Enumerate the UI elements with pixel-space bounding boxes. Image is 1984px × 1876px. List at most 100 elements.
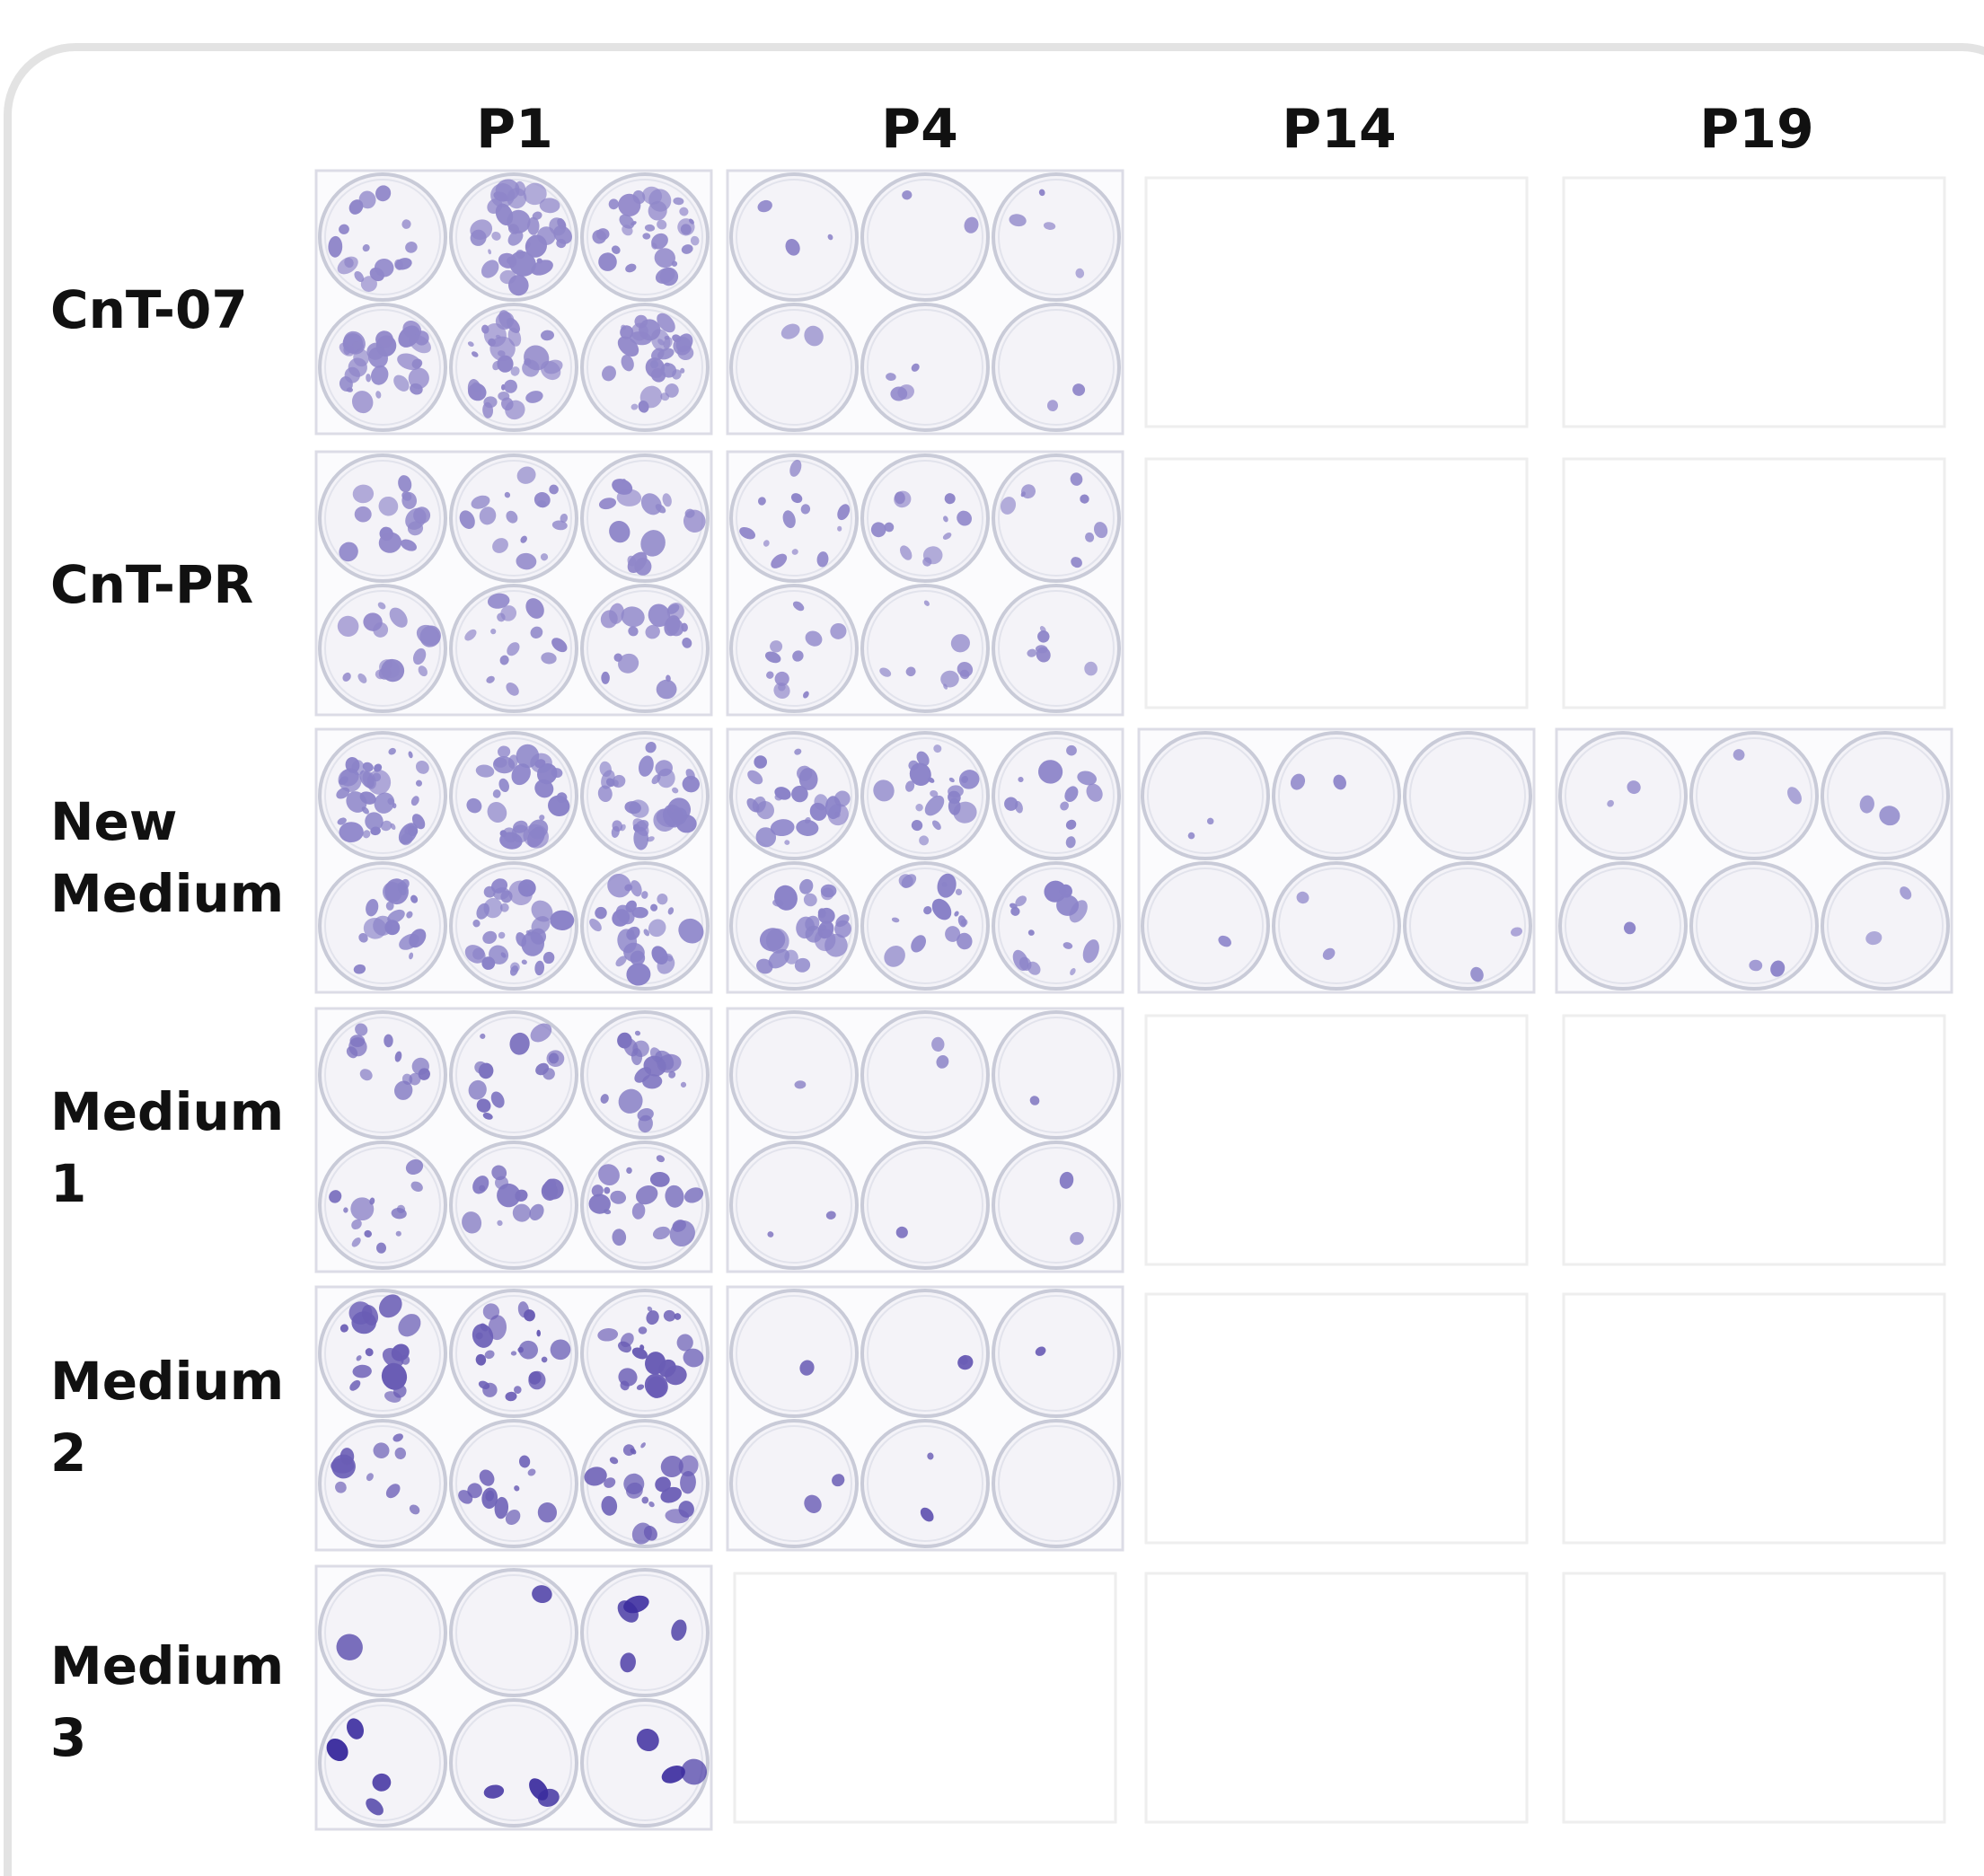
colony [616, 489, 642, 506]
colony [1333, 774, 1346, 790]
colony [354, 506, 372, 523]
colony [814, 929, 836, 952]
colony [804, 325, 824, 347]
colony [955, 888, 963, 895]
colony [680, 1471, 696, 1494]
colony [497, 1220, 503, 1227]
colony [472, 920, 481, 928]
colony [672, 787, 679, 794]
colony [378, 496, 399, 516]
colony [794, 1080, 807, 1089]
colony [668, 1070, 676, 1079]
colony [655, 1476, 671, 1493]
colony [479, 1469, 495, 1486]
colony [475, 764, 495, 778]
colony [654, 248, 675, 269]
colony [515, 1189, 528, 1202]
well-rim [586, 1147, 703, 1264]
colony [550, 910, 575, 931]
well-rim [736, 590, 852, 707]
colony [509, 965, 519, 976]
colony [617, 1032, 632, 1049]
colony [618, 1341, 631, 1353]
well-rim [1696, 737, 1812, 854]
colony [1770, 960, 1786, 977]
well-rim [455, 460, 572, 577]
well-rim [736, 309, 852, 426]
colony [613, 653, 622, 662]
colony [498, 745, 511, 758]
colony [646, 1310, 659, 1326]
well-rim [1278, 737, 1395, 854]
colony [1066, 744, 1077, 756]
colony [608, 198, 619, 210]
colony [476, 903, 489, 920]
colony [389, 607, 408, 628]
colony [549, 484, 559, 495]
colony [898, 874, 913, 888]
colony [615, 956, 627, 967]
colony [1027, 648, 1037, 657]
colony [897, 384, 914, 400]
colony [631, 1522, 652, 1545]
colony [384, 1391, 401, 1403]
colony [494, 1496, 509, 1519]
well [992, 1141, 1121, 1270]
colony [659, 267, 679, 286]
well-rim [455, 309, 572, 426]
colony [649, 1047, 663, 1063]
colony [820, 884, 837, 898]
colony [551, 638, 568, 653]
colony [517, 1301, 529, 1318]
colony [1010, 903, 1018, 910]
colony [373, 621, 389, 638]
colony [1020, 491, 1026, 498]
colony [351, 1237, 361, 1247]
well-rim [1696, 868, 1812, 984]
colony [479, 1185, 486, 1192]
colony [416, 624, 441, 646]
colony [1069, 900, 1088, 923]
colony [398, 475, 412, 493]
colony [471, 495, 490, 509]
colony [512, 1203, 531, 1222]
colony [529, 1778, 549, 1801]
colony [834, 920, 851, 938]
colony [378, 532, 402, 553]
colony [630, 1448, 637, 1455]
colony [468, 1079, 487, 1100]
colony [630, 322, 648, 341]
colony [757, 199, 772, 213]
colony [373, 1442, 390, 1459]
colony [381, 658, 405, 683]
colony [394, 258, 412, 270]
colony [631, 1347, 648, 1360]
colony [671, 1619, 687, 1641]
well [992, 1419, 1121, 1548]
well [1141, 731, 1270, 860]
colony [1084, 661, 1098, 676]
colony [667, 907, 675, 915]
colony [418, 665, 428, 677]
colony [671, 807, 688, 825]
colony [394, 1051, 402, 1062]
well [1821, 861, 1950, 991]
well [860, 731, 990, 860]
colony [366, 1473, 374, 1482]
colony [464, 629, 477, 641]
colony [1879, 806, 1900, 826]
colony [390, 823, 396, 831]
plate [726, 1007, 1124, 1273]
colony [405, 1158, 424, 1176]
colony [507, 209, 531, 233]
colony [645, 741, 657, 753]
colony [1607, 799, 1614, 807]
well-rim [324, 1147, 441, 1264]
colony [923, 600, 930, 606]
plate [314, 450, 713, 717]
colony [392, 1433, 403, 1442]
colony [632, 818, 649, 836]
well [860, 172, 990, 302]
colony [541, 652, 557, 665]
well-rim [455, 737, 572, 854]
